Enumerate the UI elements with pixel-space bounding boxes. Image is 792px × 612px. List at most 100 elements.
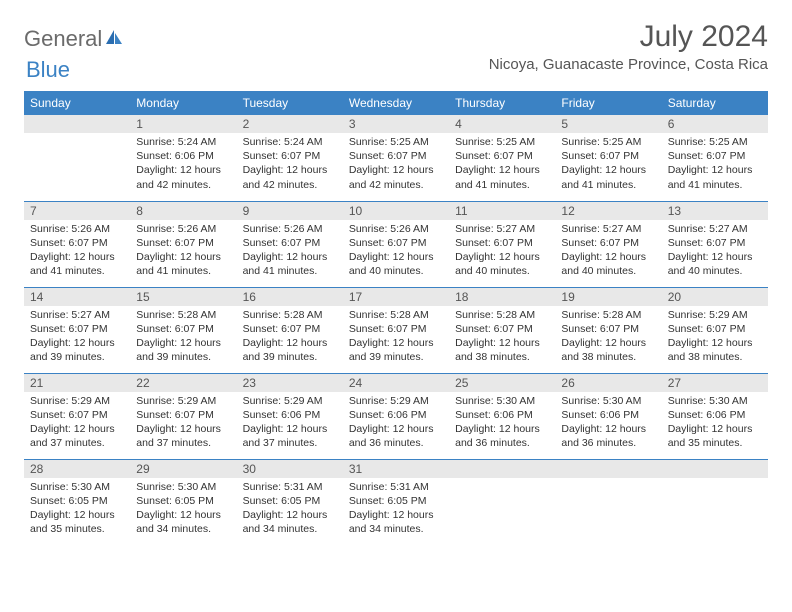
- day-details: Sunrise: 5:24 AMSunset: 6:07 PMDaylight:…: [237, 133, 343, 196]
- day-number: 9: [237, 202, 343, 220]
- calendar-cell: 28Sunrise: 5:30 AMSunset: 6:05 PMDayligh…: [24, 459, 130, 545]
- day-number: 27: [662, 374, 768, 392]
- day-details: Sunrise: 5:26 AMSunset: 6:07 PMDaylight:…: [237, 220, 343, 283]
- day-header: Friday: [555, 91, 661, 115]
- day-number: 12: [555, 202, 661, 220]
- day-number: 30: [237, 460, 343, 478]
- calendar-cell: 17Sunrise: 5:28 AMSunset: 6:07 PMDayligh…: [343, 287, 449, 373]
- calendar-cell: 10Sunrise: 5:26 AMSunset: 6:07 PMDayligh…: [343, 201, 449, 287]
- calendar-cell: 14Sunrise: 5:27 AMSunset: 6:07 PMDayligh…: [24, 287, 130, 373]
- day-number: 15: [130, 288, 236, 306]
- day-details: Sunrise: 5:25 AMSunset: 6:07 PMDaylight:…: [555, 133, 661, 196]
- calendar-week: 1Sunrise: 5:24 AMSunset: 6:06 PMDaylight…: [24, 115, 768, 201]
- calendar-cell: 26Sunrise: 5:30 AMSunset: 6:06 PMDayligh…: [555, 373, 661, 459]
- day-details: Sunrise: 5:26 AMSunset: 6:07 PMDaylight:…: [343, 220, 449, 283]
- logo-text-2: Blue: [26, 57, 70, 83]
- day-details: Sunrise: 5:26 AMSunset: 6:07 PMDaylight:…: [24, 220, 130, 283]
- calendar-cell: 29Sunrise: 5:30 AMSunset: 6:05 PMDayligh…: [130, 459, 236, 545]
- day-number: 21: [24, 374, 130, 392]
- day-number: 28: [24, 460, 130, 478]
- day-number: 1: [130, 115, 236, 133]
- page-title: July 2024: [489, 20, 768, 54]
- calendar-cell: 4Sunrise: 5:25 AMSunset: 6:07 PMDaylight…: [449, 115, 555, 201]
- calendar-cell: 8Sunrise: 5:26 AMSunset: 6:07 PMDaylight…: [130, 201, 236, 287]
- day-number: [662, 460, 768, 478]
- day-number: [449, 460, 555, 478]
- day-details: Sunrise: 5:28 AMSunset: 6:07 PMDaylight:…: [343, 306, 449, 369]
- calendar-table: SundayMondayTuesdayWednesdayThursdayFrid…: [24, 91, 768, 545]
- calendar-cell: [24, 115, 130, 201]
- calendar-cell: 7Sunrise: 5:26 AMSunset: 6:07 PMDaylight…: [24, 201, 130, 287]
- calendar-cell: 3Sunrise: 5:25 AMSunset: 6:07 PMDaylight…: [343, 115, 449, 201]
- day-number: 8: [130, 202, 236, 220]
- day-details: Sunrise: 5:30 AMSunset: 6:06 PMDaylight:…: [449, 392, 555, 455]
- calendar-cell: 12Sunrise: 5:27 AMSunset: 6:07 PMDayligh…: [555, 201, 661, 287]
- day-number: 20: [662, 288, 768, 306]
- calendar-cell: 1Sunrise: 5:24 AMSunset: 6:06 PMDaylight…: [130, 115, 236, 201]
- calendar-cell: 15Sunrise: 5:28 AMSunset: 6:07 PMDayligh…: [130, 287, 236, 373]
- day-details: Sunrise: 5:30 AMSunset: 6:06 PMDaylight:…: [555, 392, 661, 455]
- page-subtitle: Nicoya, Guanacaste Province, Costa Rica: [489, 56, 768, 73]
- day-details: Sunrise: 5:24 AMSunset: 6:06 PMDaylight:…: [130, 133, 236, 196]
- calendar-cell: 2Sunrise: 5:24 AMSunset: 6:07 PMDaylight…: [237, 115, 343, 201]
- calendar-cell: 30Sunrise: 5:31 AMSunset: 6:05 PMDayligh…: [237, 459, 343, 545]
- day-details: Sunrise: 5:30 AMSunset: 6:05 PMDaylight:…: [130, 478, 236, 541]
- days-of-week-row: SundayMondayTuesdayWednesdayThursdayFrid…: [24, 91, 768, 115]
- day-number: 24: [343, 374, 449, 392]
- calendar-cell: 9Sunrise: 5:26 AMSunset: 6:07 PMDaylight…: [237, 201, 343, 287]
- day-number: [555, 460, 661, 478]
- calendar-cell: 19Sunrise: 5:28 AMSunset: 6:07 PMDayligh…: [555, 287, 661, 373]
- day-details: Sunrise: 5:29 AMSunset: 6:07 PMDaylight:…: [24, 392, 130, 455]
- calendar-week: 14Sunrise: 5:27 AMSunset: 6:07 PMDayligh…: [24, 287, 768, 373]
- day-number: 16: [237, 288, 343, 306]
- day-number: 14: [24, 288, 130, 306]
- calendar-cell: 6Sunrise: 5:25 AMSunset: 6:07 PMDaylight…: [662, 115, 768, 201]
- day-number: 7: [24, 202, 130, 220]
- logo: General: [24, 26, 126, 52]
- day-details: Sunrise: 5:26 AMSunset: 6:07 PMDaylight:…: [130, 220, 236, 283]
- day-number: 29: [130, 460, 236, 478]
- day-number: 2: [237, 115, 343, 133]
- day-number: 23: [237, 374, 343, 392]
- day-header: Wednesday: [343, 91, 449, 115]
- calendar-cell: 21Sunrise: 5:29 AMSunset: 6:07 PMDayligh…: [24, 373, 130, 459]
- day-number: [24, 115, 130, 133]
- day-number: 13: [662, 202, 768, 220]
- calendar-cell: [662, 459, 768, 545]
- day-details: Sunrise: 5:27 AMSunset: 6:07 PMDaylight:…: [24, 306, 130, 369]
- calendar-cell: [449, 459, 555, 545]
- day-details: Sunrise: 5:27 AMSunset: 6:07 PMDaylight:…: [555, 220, 661, 283]
- calendar-cell: 13Sunrise: 5:27 AMSunset: 6:07 PMDayligh…: [662, 201, 768, 287]
- day-number: 31: [343, 460, 449, 478]
- day-header: Thursday: [449, 91, 555, 115]
- day-details: Sunrise: 5:27 AMSunset: 6:07 PMDaylight:…: [449, 220, 555, 283]
- day-number: 11: [449, 202, 555, 220]
- day-header: Saturday: [662, 91, 768, 115]
- calendar-cell: 25Sunrise: 5:30 AMSunset: 6:06 PMDayligh…: [449, 373, 555, 459]
- day-number: 26: [555, 374, 661, 392]
- logo-text-1: General: [24, 26, 102, 52]
- calendar-cell: 23Sunrise: 5:29 AMSunset: 6:06 PMDayligh…: [237, 373, 343, 459]
- calendar-cell: 18Sunrise: 5:28 AMSunset: 6:07 PMDayligh…: [449, 287, 555, 373]
- day-details: Sunrise: 5:25 AMSunset: 6:07 PMDaylight:…: [343, 133, 449, 196]
- calendar-cell: 16Sunrise: 5:28 AMSunset: 6:07 PMDayligh…: [237, 287, 343, 373]
- calendar-cell: 5Sunrise: 5:25 AMSunset: 6:07 PMDaylight…: [555, 115, 661, 201]
- day-details: Sunrise: 5:25 AMSunset: 6:07 PMDaylight:…: [449, 133, 555, 196]
- day-number: 6: [662, 115, 768, 133]
- day-details: Sunrise: 5:29 AMSunset: 6:07 PMDaylight:…: [662, 306, 768, 369]
- day-number: 3: [343, 115, 449, 133]
- day-number: 22: [130, 374, 236, 392]
- day-header: Monday: [130, 91, 236, 115]
- calendar-week: 21Sunrise: 5:29 AMSunset: 6:07 PMDayligh…: [24, 373, 768, 459]
- day-number: 5: [555, 115, 661, 133]
- day-number: 25: [449, 374, 555, 392]
- day-details: Sunrise: 5:29 AMSunset: 6:06 PMDaylight:…: [237, 392, 343, 455]
- day-details: Sunrise: 5:31 AMSunset: 6:05 PMDaylight:…: [343, 478, 449, 541]
- day-details: Sunrise: 5:25 AMSunset: 6:07 PMDaylight:…: [662, 133, 768, 196]
- day-number: 18: [449, 288, 555, 306]
- calendar-cell: 31Sunrise: 5:31 AMSunset: 6:05 PMDayligh…: [343, 459, 449, 545]
- day-details: Sunrise: 5:30 AMSunset: 6:05 PMDaylight:…: [24, 478, 130, 541]
- day-number: 19: [555, 288, 661, 306]
- day-details: Sunrise: 5:28 AMSunset: 6:07 PMDaylight:…: [555, 306, 661, 369]
- day-details: Sunrise: 5:29 AMSunset: 6:06 PMDaylight:…: [343, 392, 449, 455]
